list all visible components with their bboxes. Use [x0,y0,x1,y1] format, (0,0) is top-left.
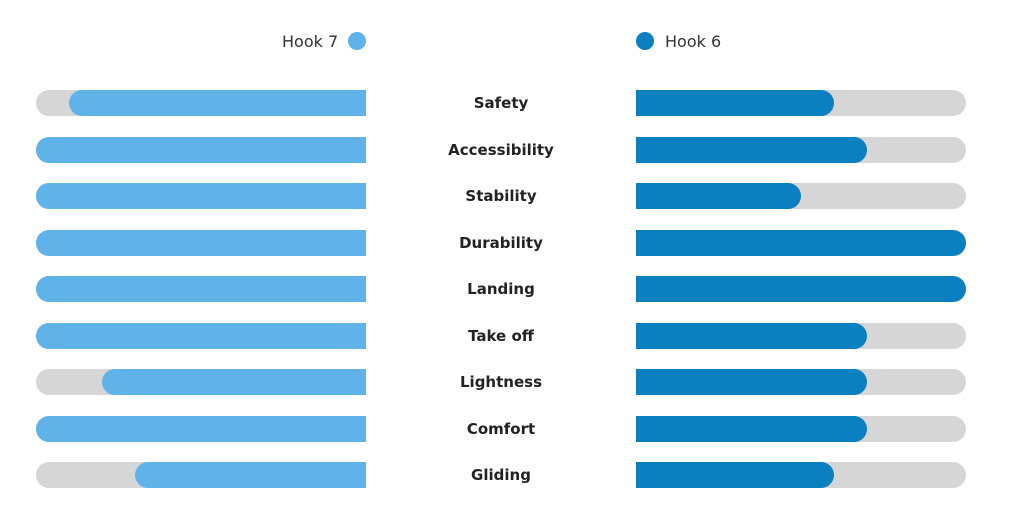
bar-hook-6-safety [636,90,834,116]
bar-hook-6-durability [636,230,966,256]
track-hook-6-accessibility [636,137,966,163]
track-hook-7-safety [36,90,366,116]
track-hook-7-comfort [36,416,366,442]
track-hook-6-durability [636,230,966,256]
track-hook-6-stability [636,183,966,209]
bar-hook-6-gliding [636,462,834,488]
legend-label-hook-7: Hook 7 [282,31,339,51]
legend-hook-6: Hook 6 [636,30,721,52]
track-hook-6-take-off [636,323,966,349]
bar-hook-6-accessibility [636,137,867,163]
track-hook-6-lightness [636,369,966,395]
bar-hook-6-lightness [636,369,867,395]
track-hook-6-gliding [636,462,966,488]
legend-hook-7: Hook 7 [282,30,367,52]
track-hook-6-safety [636,90,966,116]
category-label-lightness: Lightness [460,373,542,391]
category-label-take-off: Take off [468,327,534,345]
category-label-safety: Safety [473,94,529,112]
category-label-landing: Landing [467,280,535,298]
bar-hook-7-durability [36,230,366,256]
bar-hook-6-landing [636,276,966,302]
track-hook-7-accessibility [36,137,366,163]
track-hook-7-gliding [36,462,366,488]
category-label-comfort: Comfort [466,420,536,438]
bar-hook-7-stability [36,183,366,209]
track-hook-7-durability [36,230,366,256]
track-hook-6-comfort [636,416,966,442]
category-label-stability: Stability [465,187,537,205]
bar-hook-7-accessibility [36,137,366,163]
track-hook-6-landing [636,276,966,302]
bar-hook-7-comfort [36,416,366,442]
track-hook-7-stability [36,183,366,209]
bar-hook-6-stability [636,183,801,209]
bar-hook-7-safety [69,90,366,116]
track-hook-7-lightness [36,369,366,395]
bar-hook-7-take-off [36,323,366,349]
category-label-accessibility: Accessibility [448,141,554,159]
legend-swatch-hook-7 [348,32,367,50]
category-label-gliding: Gliding [471,466,531,484]
category-label-durability: Durability [459,234,543,252]
bar-hook-7-landing [36,276,366,302]
bar-hook-7-gliding [135,462,366,488]
legend-label-hook-6: Hook 6 [665,31,722,51]
bar-hook-6-comfort [636,416,867,442]
legend-swatch-hook-6 [636,32,654,50]
bar-hook-6-take-off [636,323,867,349]
track-hook-7-landing [36,276,366,302]
bar-hook-7-lightness [102,369,366,395]
track-hook-7-take-off [36,323,366,349]
